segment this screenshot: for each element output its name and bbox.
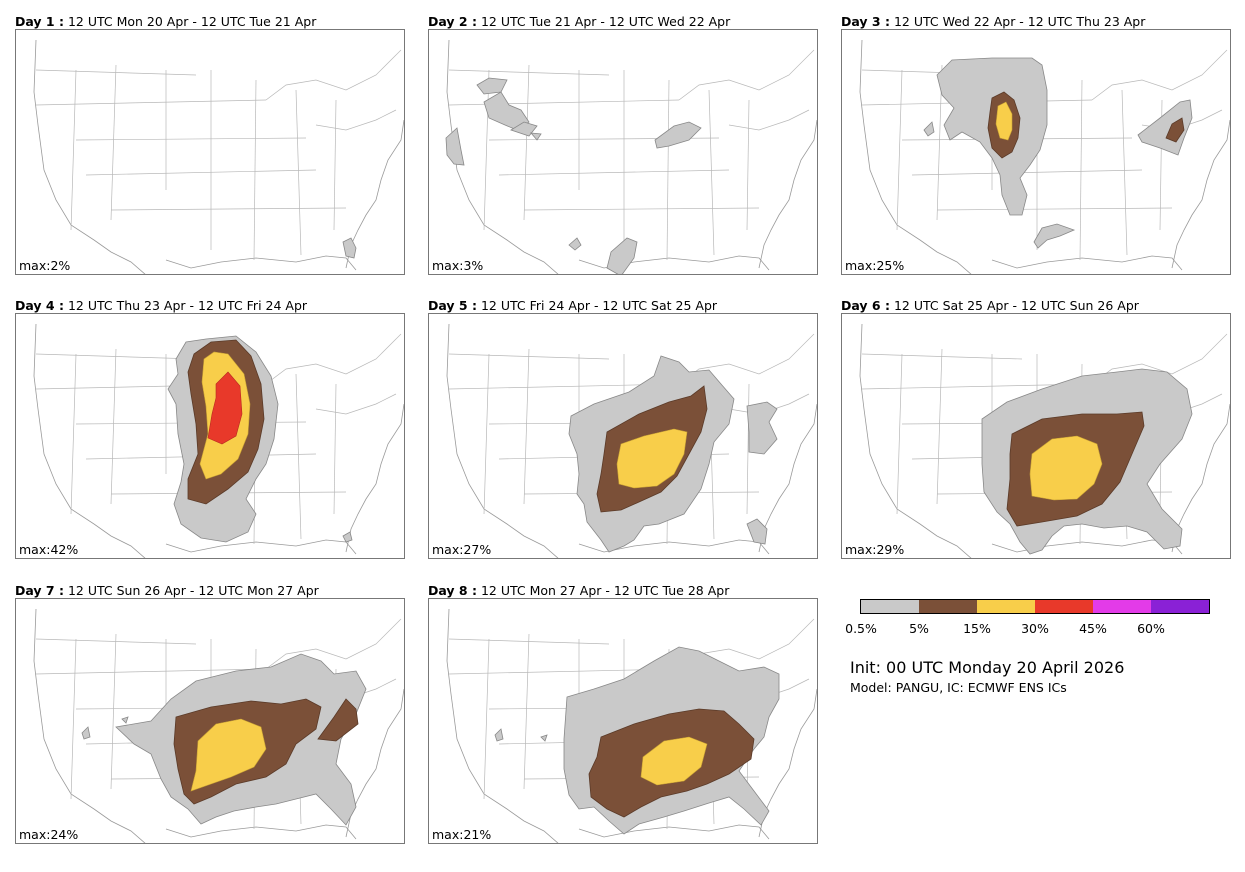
contour-0.5pct bbox=[530, 132, 542, 141]
legend-swatch bbox=[1093, 600, 1151, 613]
day-label: Day 4 : bbox=[15, 298, 64, 313]
legend-tick-label: 15% bbox=[963, 621, 991, 636]
legend-swatch bbox=[1151, 600, 1209, 613]
day-label: Day 5 : bbox=[428, 298, 477, 313]
contour-0.5pct bbox=[445, 127, 465, 166]
day-label: Day 2 : bbox=[428, 14, 477, 29]
contour-0.5pct bbox=[1137, 99, 1193, 156]
contour-0.5pct bbox=[81, 726, 91, 740]
contour-0.5pct bbox=[510, 121, 538, 137]
map: max:2% bbox=[15, 29, 405, 275]
init-time-label: Init: 00 UTC Monday 20 April 2026 bbox=[850, 658, 1125, 677]
period-label: 12 UTC Mon 27 Apr - 12 UTC Tue 28 Apr bbox=[480, 583, 730, 598]
map: max:42% bbox=[15, 313, 405, 559]
contour-15pct bbox=[190, 718, 267, 792]
contour-0.5pct bbox=[746, 518, 768, 545]
contour-0.5pct bbox=[1033, 223, 1076, 249]
max-label: max:3% bbox=[432, 258, 484, 273]
contour-15pct bbox=[640, 736, 708, 786]
map: max:25% bbox=[841, 29, 1231, 275]
panel-title: Day 7 : 12 UTC Sun 26 Apr - 12 UTC Mon 2… bbox=[15, 583, 319, 599]
contour-0.5pct bbox=[568, 237, 582, 251]
model-label: Model: PANGU, IC: ECMWF ENS ICs bbox=[850, 680, 1067, 695]
legend-swatch bbox=[977, 600, 1035, 613]
contour-0.5pct bbox=[476, 77, 508, 95]
panel-title: Day 1 : 12 UTC Mon 20 Apr - 12 UTC Tue 2… bbox=[15, 14, 316, 30]
day-label: Day 1 : bbox=[15, 14, 64, 29]
panel-title: Day 2 : 12 UTC Tue 21 Apr - 12 UTC Wed 2… bbox=[428, 14, 730, 30]
max-label: max:29% bbox=[845, 542, 905, 557]
max-label: max:2% bbox=[19, 258, 71, 273]
period-label: 12 UTC Sun 26 Apr - 12 UTC Mon 27 Apr bbox=[67, 583, 319, 598]
contour-0.5pct bbox=[746, 401, 778, 455]
legend-swatch bbox=[919, 600, 977, 613]
legend-swatch bbox=[1035, 600, 1093, 613]
contour-0.5pct bbox=[342, 237, 357, 259]
contour-15pct bbox=[1029, 435, 1103, 501]
contour-5pct bbox=[1165, 117, 1185, 143]
panel-title: Day 5 : 12 UTC Fri 24 Apr - 12 UTC Sat 2… bbox=[428, 298, 717, 314]
max-label: max:27% bbox=[432, 542, 492, 557]
contour-0.5pct bbox=[923, 121, 935, 137]
day-label: Day 8 : bbox=[428, 583, 477, 598]
contour-0.5pct bbox=[121, 716, 129, 724]
max-label: max:42% bbox=[19, 542, 79, 557]
legend-tick-label: 30% bbox=[1021, 621, 1049, 636]
panel-title: Day 6 : 12 UTC Sat 25 Apr - 12 UTC Sun 2… bbox=[841, 298, 1139, 314]
color-legend bbox=[860, 599, 1210, 614]
contour-0.5pct bbox=[606, 237, 638, 274]
contour-30pct bbox=[207, 371, 243, 445]
period-label: 12 UTC Sat 25 Apr - 12 UTC Sun 26 Apr bbox=[893, 298, 1139, 313]
day-label: Day 6 : bbox=[841, 298, 890, 313]
contour-5pct bbox=[317, 698, 359, 742]
map: max:29% bbox=[841, 313, 1231, 559]
legend-swatch bbox=[861, 600, 919, 613]
map: max:3% bbox=[428, 29, 818, 275]
panel-title: Day 3 : 12 UTC Wed 22 Apr - 12 UTC Thu 2… bbox=[841, 14, 1145, 30]
max-label: max:24% bbox=[19, 827, 79, 842]
contour-15pct bbox=[616, 428, 688, 489]
legend-tick-label: 60% bbox=[1137, 621, 1165, 636]
contour-0.5pct bbox=[483, 91, 530, 131]
contour-0.5pct bbox=[540, 734, 548, 742]
contour-0.5pct bbox=[494, 728, 504, 742]
max-label: max:25% bbox=[845, 258, 905, 273]
legend-tick-label: 5% bbox=[909, 621, 929, 636]
max-label: max:21% bbox=[432, 827, 492, 842]
map: max:24% bbox=[15, 598, 405, 844]
day-label: Day 7 : bbox=[15, 583, 64, 598]
period-label: 12 UTC Wed 22 Apr - 12 UTC Thu 23 Apr bbox=[893, 14, 1146, 29]
map: max:27% bbox=[428, 313, 818, 559]
panel-title: Day 4 : 12 UTC Thu 23 Apr - 12 UTC Fri 2… bbox=[15, 298, 307, 314]
period-label: 12 UTC Tue 21 Apr - 12 UTC Wed 22 Apr bbox=[480, 14, 731, 29]
period-label: 12 UTC Thu 23 Apr - 12 UTC Fri 24 Apr bbox=[67, 298, 308, 313]
contour-0.5pct bbox=[342, 531, 353, 543]
panel-title: Day 8 : 12 UTC Mon 27 Apr - 12 UTC Tue 2… bbox=[428, 583, 729, 599]
legend-tick-label: 45% bbox=[1079, 621, 1107, 636]
period-label: 12 UTC Fri 24 Apr - 12 UTC Sat 25 Apr bbox=[480, 298, 718, 313]
contour-15pct bbox=[995, 101, 1013, 141]
legend-tick-label: 0.5% bbox=[845, 621, 877, 636]
contour-0.5pct bbox=[654, 121, 702, 149]
map: max:21% bbox=[428, 598, 818, 844]
period-label: 12 UTC Mon 20 Apr - 12 UTC Tue 21 Apr bbox=[67, 14, 317, 29]
day-label: Day 3 : bbox=[841, 14, 890, 29]
